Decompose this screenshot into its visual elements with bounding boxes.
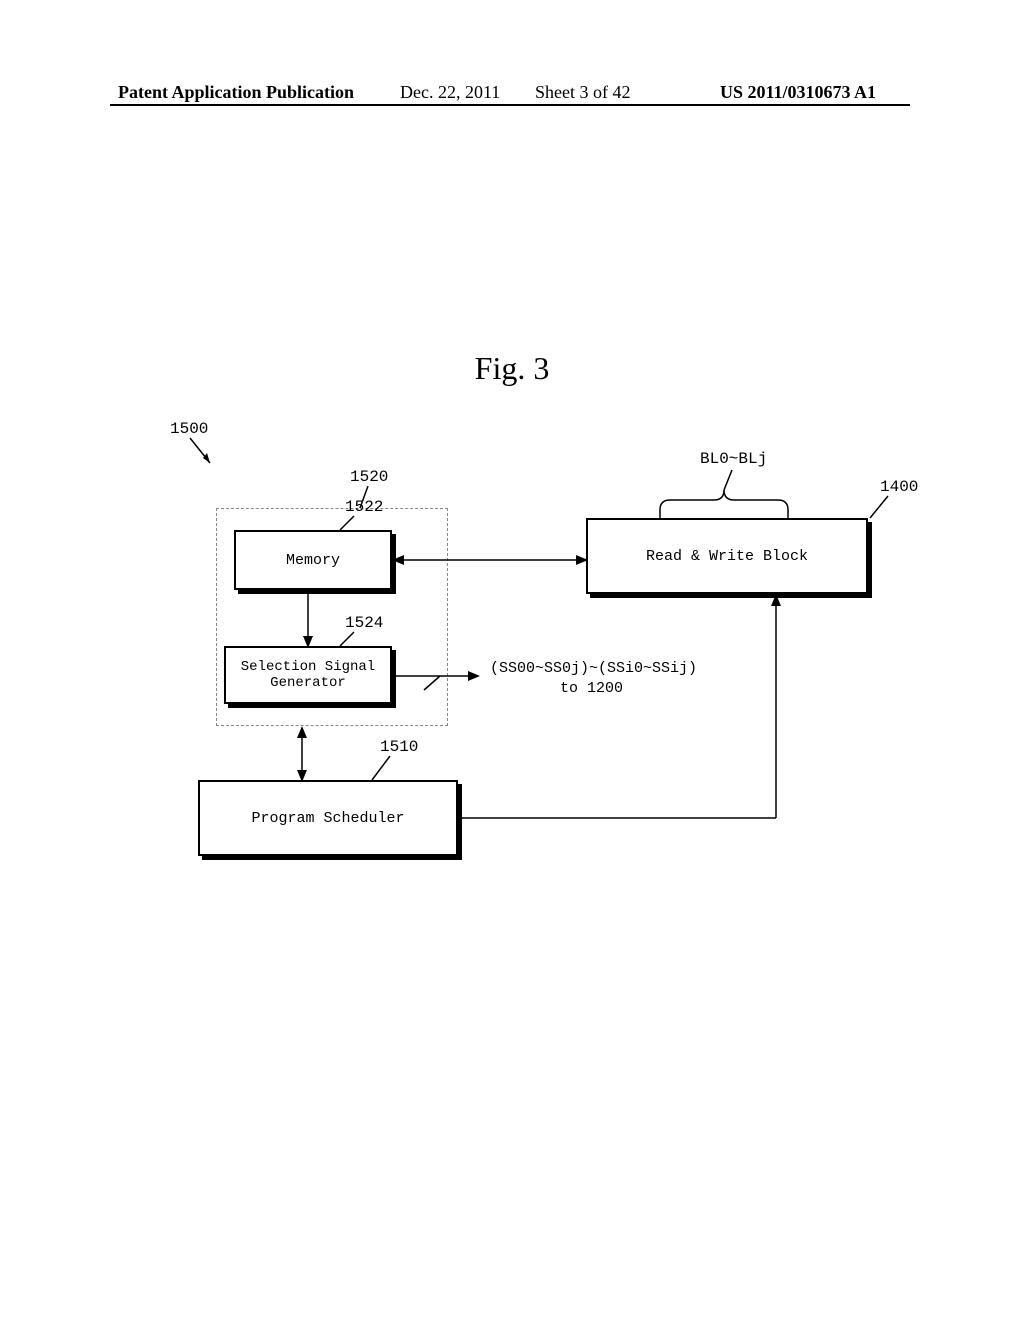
header-rule [110,104,910,106]
header-publication: Patent Application Publication [118,82,354,103]
header-date: Dec. 22, 2011 [400,82,500,103]
ref-1400: 1400 [880,478,918,496]
ref-1510: 1510 [380,738,418,756]
arrow-scheduler-readwrite [458,594,788,824]
ref-1522: 1522 [345,498,383,516]
readwrite-block: Read & Write Block [586,518,868,594]
block-diagram: 1500 1520 1522 Memory 1524 Selection Sig… [160,420,900,880]
arrow-scheduler-group [294,726,310,782]
ref-1524: 1524 [345,614,383,632]
scheduler-label: Program Scheduler [251,810,404,827]
memory-label: Memory [286,552,340,569]
header-sheet: Sheet 3 of 42 [535,82,630,103]
memory-block: Memory [234,530,392,590]
bracket-blj [660,470,790,520]
ref-1520: 1520 [350,468,388,486]
selgen-label: Selection Signal Generator [241,659,375,691]
readwrite-label: Read & Write Block [646,548,808,565]
figure-title: Fig. 3 [0,350,1024,387]
leader-selgen-arrow [424,676,444,692]
scheduler-block: Program Scheduler [198,780,458,856]
leader-1400 [870,496,892,520]
arrow-memory-selgen [300,590,316,648]
leader-1510 [372,756,394,782]
arrow-memory-readwrite [392,552,588,568]
selgen-block: Selection Signal Generator [224,646,392,704]
ref-blj: BL0~BLj [700,450,767,468]
ref-1500: 1500 [170,420,208,438]
header-pubno: US 2011/0310673 A1 [720,82,876,103]
leader-1500 [190,438,220,468]
